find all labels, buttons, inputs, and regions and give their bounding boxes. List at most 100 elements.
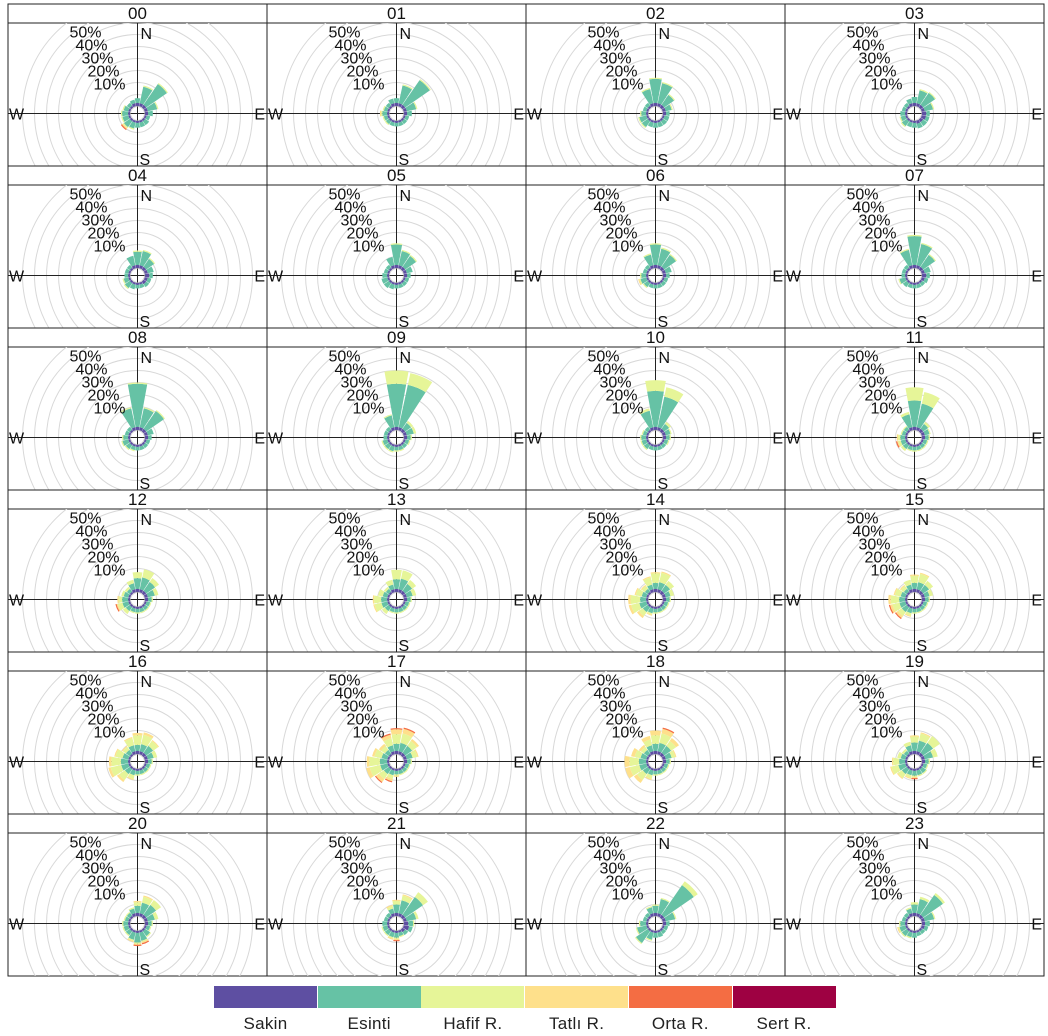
wedge-w-0 (905, 435, 908, 440)
wedge-nw-0 (129, 105, 134, 110)
wedge-ene-2 (154, 101, 159, 110)
wedge-nne-1 (657, 582, 666, 591)
radial-tick-label: 40% (852, 848, 884, 865)
wedge-nnw-1 (388, 98, 395, 105)
wedge-nnw-1 (646, 907, 654, 915)
wedge-ne-1 (402, 422, 412, 432)
wind-rose-panel-10: 10 10%20%30%40%50% N E S W (525, 327, 786, 491)
compass-s: S (658, 638, 669, 655)
wedge-w-1 (899, 758, 906, 765)
wedge-e-2 (412, 920, 415, 927)
wedge-wsw-2 (891, 764, 901, 775)
wedge-ese-1 (145, 439, 151, 445)
wedge-se-0 (141, 927, 146, 932)
wedge-s-3 (393, 938, 400, 941)
radial-tick-label: 40% (593, 200, 625, 217)
wedge-wnw-3 (893, 587, 898, 596)
wedge-n-3 (132, 732, 143, 736)
legend-item: Esinti (317, 986, 421, 1033)
wedge-nnw-2 (643, 577, 653, 587)
compass-n: N (659, 26, 671, 43)
wedge-ese-1 (923, 925, 929, 932)
wedge-wsw-2 (110, 764, 124, 777)
wedge-sse-1 (398, 607, 404, 613)
wedge-ne-2 (148, 740, 159, 751)
wedge-n-2 (650, 735, 661, 744)
wedge-wsw-2 (892, 602, 902, 612)
compass-n: N (141, 188, 153, 205)
wedge-nw-0 (388, 753, 393, 758)
wedge-s-3 (133, 943, 142, 945)
wedge-ese-2 (925, 440, 929, 446)
wedge-s-1 (393, 932, 400, 938)
wedge-wsw-3 (628, 604, 635, 615)
wedge-se-2 (403, 768, 409, 774)
wedge-w-0 (905, 759, 908, 764)
radial-tick-label: 50% (846, 25, 878, 42)
wedge-e-0 (921, 435, 926, 440)
compass-n: N (918, 836, 930, 853)
wedge-nne-2 (918, 573, 929, 585)
wedge-nnw-1 (901, 414, 913, 429)
radial-tick-label: 30% (81, 861, 113, 878)
wedge-ne-2 (665, 580, 675, 590)
wedge-sse-1 (139, 445, 145, 451)
wedge-sw-2 (383, 445, 389, 451)
wedge-ese-1 (663, 439, 669, 445)
wedge-ene-1 (146, 102, 158, 112)
wedge-nnw-2 (641, 87, 651, 93)
wedge-sse-1 (398, 121, 404, 127)
wedge-s-1 (394, 770, 399, 775)
compass-n: N (400, 350, 412, 367)
panel-title: 06 (646, 166, 665, 185)
wedge-n-1 (393, 743, 400, 752)
wedge-sse-2 (140, 610, 146, 614)
wedge-se-1 (660, 280, 667, 287)
wedge-se-2 (403, 606, 409, 612)
wedge-sw-1 (901, 604, 910, 613)
compass-w: W (786, 755, 802, 772)
wind-rose-panel-17: 17 10%20%30%40%50% N E S W (266, 651, 527, 815)
wedge-ne-2 (406, 420, 414, 428)
radial-tick-label: 20% (605, 64, 637, 81)
wedge-s-0 (912, 768, 917, 771)
wedge-se-2 (662, 606, 668, 612)
wedge-sse-1 (398, 931, 404, 937)
wedge-nw-1 (126, 912, 133, 919)
compass-w: W (268, 107, 284, 124)
wedge-sse-3 (141, 939, 149, 944)
legend-label: Tatlı R. (548, 1014, 605, 1033)
wedge-n-3 (910, 574, 919, 577)
radial-tick-label: 10% (352, 239, 384, 256)
radial-tick-label: 40% (334, 524, 366, 541)
wedge-wsw-2 (122, 926, 126, 932)
wedge-sse-2 (917, 773, 923, 777)
wedge-ese-1 (663, 277, 669, 283)
wedge-nne-2 (142, 896, 153, 906)
wedge-wnw-3 (372, 747, 378, 757)
radial-tick-label: 50% (846, 835, 878, 852)
wedge-n-1 (134, 905, 141, 914)
wedge-ssw-2 (906, 935, 912, 939)
wedge-nnw-1 (900, 249, 913, 267)
wedge-ene-2 (152, 587, 159, 596)
compass-e: E (1031, 269, 1042, 286)
wedge-ese-1 (663, 763, 669, 769)
wedge-sse-2 (399, 448, 405, 452)
wedge-nne-1 (916, 90, 928, 105)
wedge-ssw-2 (388, 449, 394, 453)
wedge-w-0 (646, 921, 649, 926)
wedge-n-2 (905, 387, 924, 402)
wedge-nne-1 (916, 403, 934, 429)
panel-title: 15 (905, 490, 924, 509)
radial-tick-label: 30% (81, 537, 113, 554)
wedge-wsw-2 (635, 927, 640, 935)
radial-tick-label: 10% (352, 563, 384, 580)
wind-rose-panel-02: 02 10%20%30%40%50% N E S W (525, 3, 786, 167)
panel-title: 17 (387, 652, 406, 671)
legend-label: Hafif R. (443, 1014, 503, 1033)
wind-rose-panel-19: 19 10%20%30%40%50% N E S W (784, 651, 1045, 815)
wedge-se-1 (919, 442, 926, 449)
wedge-n-0 (394, 912, 399, 917)
wedge-ese-1 (922, 763, 928, 769)
